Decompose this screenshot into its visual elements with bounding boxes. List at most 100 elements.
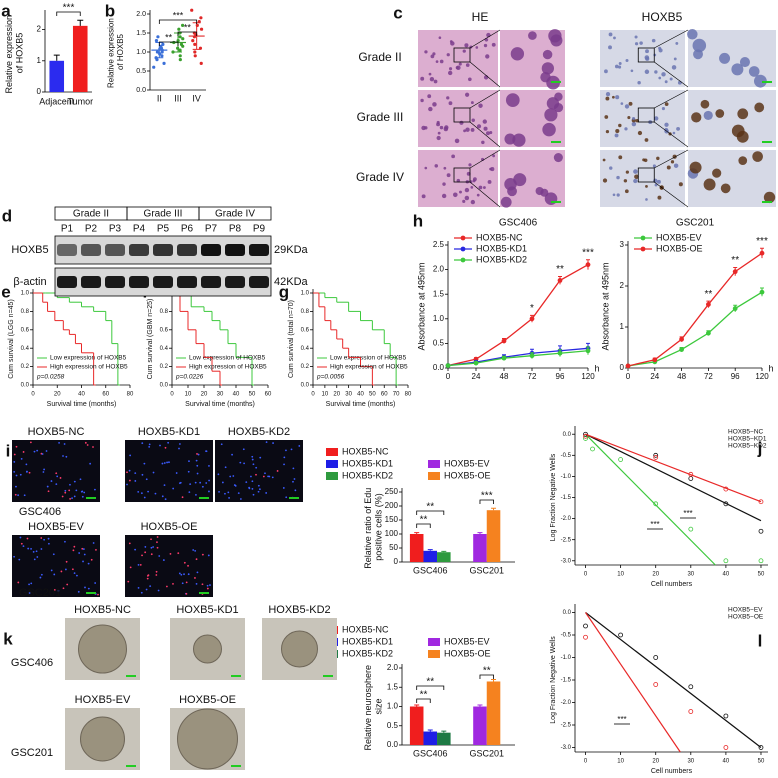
nucleus [481, 140, 485, 145]
y-tick-label: 1.5 [136, 30, 146, 37]
nucleus [500, 196, 512, 208]
row-label: Grade II [358, 50, 401, 64]
nucleus [420, 76, 425, 81]
nucleus [462, 199, 466, 203]
cell-nucleus [92, 446, 94, 448]
legend-swatch [428, 638, 440, 646]
cell-nucleus [28, 583, 30, 586]
cell-nucleus [36, 556, 39, 558]
nucleus [644, 138, 649, 142]
cell-nucleus [196, 464, 199, 467]
data-point [688, 471, 694, 477]
nucleus [455, 66, 459, 70]
y-tick-label: 0.6 [160, 327, 169, 333]
y-tick-label: 0.5 [433, 339, 445, 348]
significance-label: *** [582, 247, 594, 258]
cell-nucleus [154, 492, 157, 495]
nucleus [605, 91, 611, 97]
nucleus [421, 194, 426, 199]
cell-nucleus [187, 573, 190, 576]
cell-nucleus [239, 498, 242, 500]
nucleus [615, 128, 620, 134]
cell-nucleus [146, 574, 149, 577]
nucleus [671, 65, 677, 70]
cell-nucleus [232, 475, 235, 477]
legend-label: HOXB5-OE [444, 648, 491, 658]
cell-nucleus [127, 580, 130, 583]
nucleus [471, 118, 475, 123]
nucleus [658, 46, 662, 50]
x-tick-label: 0 [584, 759, 588, 765]
data-point [199, 27, 204, 31]
x-tick-label: 120 [581, 372, 595, 381]
y-tick-label: 2 [37, 25, 42, 34]
legend-label: HOXB5-KD2 [476, 254, 527, 264]
x-tick-label: IV [192, 93, 201, 103]
bar [409, 706, 424, 745]
fit-line [585, 612, 762, 748]
nucleus [653, 53, 657, 57]
significance-bracket [416, 523, 431, 528]
nucleus [673, 57, 677, 61]
cell-nucleus [143, 462, 146, 465]
y-tick-label: 0.8 [21, 309, 30, 315]
significance-label: ** [184, 22, 192, 32]
nucleus [630, 69, 634, 73]
cell-nucleus [77, 590, 80, 593]
nucleus [442, 182, 446, 186]
cell-nucleus [237, 492, 240, 495]
cell-nucleus [156, 546, 159, 549]
cell-nucleus [87, 587, 90, 590]
data-point [758, 745, 764, 750]
cell-nucleus [188, 460, 190, 463]
error-bar [441, 550, 447, 553]
nucleus [664, 102, 669, 107]
zoom-lines [469, 29, 501, 88]
error-bar [414, 704, 420, 707]
nucleus [490, 167, 495, 172]
zoom-box [453, 107, 471, 123]
sample-label: P9 [253, 224, 266, 235]
nucleus [434, 164, 439, 168]
panel-letter: c [393, 3, 402, 22]
data-point [161, 42, 165, 47]
bar [437, 552, 451, 562]
data-point [181, 23, 185, 27]
cell-nucleus [164, 498, 167, 501]
cell-nucleus [251, 480, 254, 483]
nucleus [612, 193, 616, 197]
cell-nucleus [283, 456, 286, 459]
nucleus [446, 53, 450, 57]
panel-letter: a [1, 1, 11, 20]
sample-label: P7 [205, 224, 218, 235]
nucleus [748, 66, 760, 77]
nucleus [670, 160, 675, 164]
x-tick-label: 20 [333, 392, 340, 398]
nucleus [464, 187, 470, 193]
cell-nucleus [59, 477, 62, 479]
marker [473, 360, 479, 366]
significance-label: *** [617, 715, 626, 724]
nucleus [692, 38, 707, 53]
panel-letter: d [2, 206, 12, 225]
nucleus [658, 76, 662, 80]
cell-nucleus [134, 548, 137, 551]
cell-nucleus [134, 480, 137, 482]
legend-label: High expression of HOXB5 [330, 364, 408, 371]
significance-bracket [158, 19, 198, 24]
cell-nucleus [243, 462, 246, 465]
cell-nucleus [139, 563, 142, 566]
x-tick-label: 10 [185, 392, 192, 398]
cell-nucleus [56, 475, 59, 478]
nucleus [486, 32, 491, 38]
x-tick-label: 72 [704, 372, 713, 381]
nucleus [540, 188, 549, 197]
cell-nucleus [181, 582, 184, 585]
cell-nucleus [40, 548, 43, 550]
cell-nucleus [201, 553, 204, 556]
data-point [179, 42, 184, 47]
data-point [162, 61, 166, 65]
blot-band [225, 276, 245, 288]
cell-nucleus [35, 550, 38, 553]
cell-nucleus [75, 489, 78, 492]
